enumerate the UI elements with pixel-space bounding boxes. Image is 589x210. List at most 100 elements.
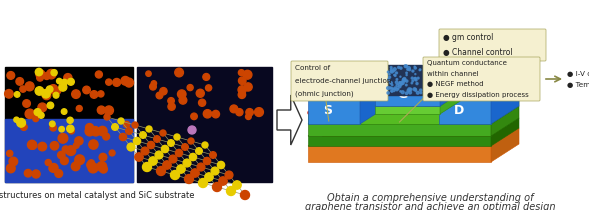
Circle shape xyxy=(464,106,467,109)
Circle shape xyxy=(454,109,456,110)
Circle shape xyxy=(399,82,401,84)
Circle shape xyxy=(391,67,392,68)
Circle shape xyxy=(401,112,403,114)
Circle shape xyxy=(370,101,374,105)
Circle shape xyxy=(47,102,54,109)
Circle shape xyxy=(405,84,407,86)
Circle shape xyxy=(53,92,59,98)
Circle shape xyxy=(406,80,408,82)
Circle shape xyxy=(412,80,413,82)
Circle shape xyxy=(413,106,416,109)
Circle shape xyxy=(402,79,404,80)
Circle shape xyxy=(477,103,479,105)
Circle shape xyxy=(391,69,392,71)
Circle shape xyxy=(190,153,197,161)
Circle shape xyxy=(384,97,386,100)
Polygon shape xyxy=(491,128,519,162)
Circle shape xyxy=(386,87,389,89)
Circle shape xyxy=(359,97,362,100)
Circle shape xyxy=(124,121,130,127)
Circle shape xyxy=(365,98,367,100)
Circle shape xyxy=(88,163,98,173)
Circle shape xyxy=(476,98,479,101)
Circle shape xyxy=(239,77,246,85)
Circle shape xyxy=(455,101,458,105)
Circle shape xyxy=(461,97,463,99)
Circle shape xyxy=(71,162,80,171)
Circle shape xyxy=(239,70,244,76)
FancyBboxPatch shape xyxy=(423,57,540,101)
Polygon shape xyxy=(439,96,491,124)
Circle shape xyxy=(104,106,114,115)
Circle shape xyxy=(112,79,121,86)
Circle shape xyxy=(461,101,463,103)
Circle shape xyxy=(332,97,334,99)
Circle shape xyxy=(374,109,378,112)
Circle shape xyxy=(140,132,146,138)
Circle shape xyxy=(38,142,47,151)
Circle shape xyxy=(389,74,390,75)
Circle shape xyxy=(453,96,455,98)
Circle shape xyxy=(398,83,399,84)
Circle shape xyxy=(16,78,24,85)
Circle shape xyxy=(459,100,462,102)
Circle shape xyxy=(426,110,429,113)
Circle shape xyxy=(322,104,324,106)
Circle shape xyxy=(308,111,310,114)
Circle shape xyxy=(24,169,32,177)
Circle shape xyxy=(160,88,167,95)
Circle shape xyxy=(499,96,502,99)
Circle shape xyxy=(488,99,489,101)
Circle shape xyxy=(202,142,208,148)
Circle shape xyxy=(423,108,426,110)
Circle shape xyxy=(49,165,55,172)
Circle shape xyxy=(155,151,163,159)
Circle shape xyxy=(503,103,505,105)
Circle shape xyxy=(62,146,70,153)
Circle shape xyxy=(146,71,151,76)
Circle shape xyxy=(400,108,402,111)
Circle shape xyxy=(419,69,421,71)
Circle shape xyxy=(389,87,391,89)
Circle shape xyxy=(59,83,67,91)
Circle shape xyxy=(225,171,233,179)
Circle shape xyxy=(380,99,382,101)
Circle shape xyxy=(49,163,58,172)
Polygon shape xyxy=(491,106,519,136)
Circle shape xyxy=(504,96,506,99)
Circle shape xyxy=(366,107,369,110)
Circle shape xyxy=(454,101,456,103)
Circle shape xyxy=(38,112,44,118)
Circle shape xyxy=(340,109,342,112)
Circle shape xyxy=(328,103,331,106)
Circle shape xyxy=(217,161,224,169)
Circle shape xyxy=(507,100,511,103)
Circle shape xyxy=(343,111,346,114)
Circle shape xyxy=(488,96,491,98)
Text: ● NEGF method: ● NEGF method xyxy=(427,81,484,87)
Circle shape xyxy=(198,178,207,188)
Bar xyxy=(5,67,133,182)
Circle shape xyxy=(370,112,373,115)
Circle shape xyxy=(434,102,437,105)
Circle shape xyxy=(398,104,401,107)
Circle shape xyxy=(55,170,62,177)
Polygon shape xyxy=(277,95,302,145)
Circle shape xyxy=(203,74,210,80)
Circle shape xyxy=(419,69,421,70)
Circle shape xyxy=(395,72,398,74)
Text: ● Temperature characteristics: ● Temperature characteristics xyxy=(567,82,589,88)
Circle shape xyxy=(61,109,67,114)
Circle shape xyxy=(492,98,495,102)
Circle shape xyxy=(396,79,398,80)
Circle shape xyxy=(400,67,402,69)
Text: Quantum conductance: Quantum conductance xyxy=(427,60,507,66)
Circle shape xyxy=(322,109,324,112)
Circle shape xyxy=(504,104,507,107)
Polygon shape xyxy=(308,124,491,136)
Circle shape xyxy=(442,99,444,101)
Circle shape xyxy=(381,111,383,113)
Circle shape xyxy=(132,122,138,128)
Circle shape xyxy=(163,161,171,169)
Circle shape xyxy=(196,148,202,154)
